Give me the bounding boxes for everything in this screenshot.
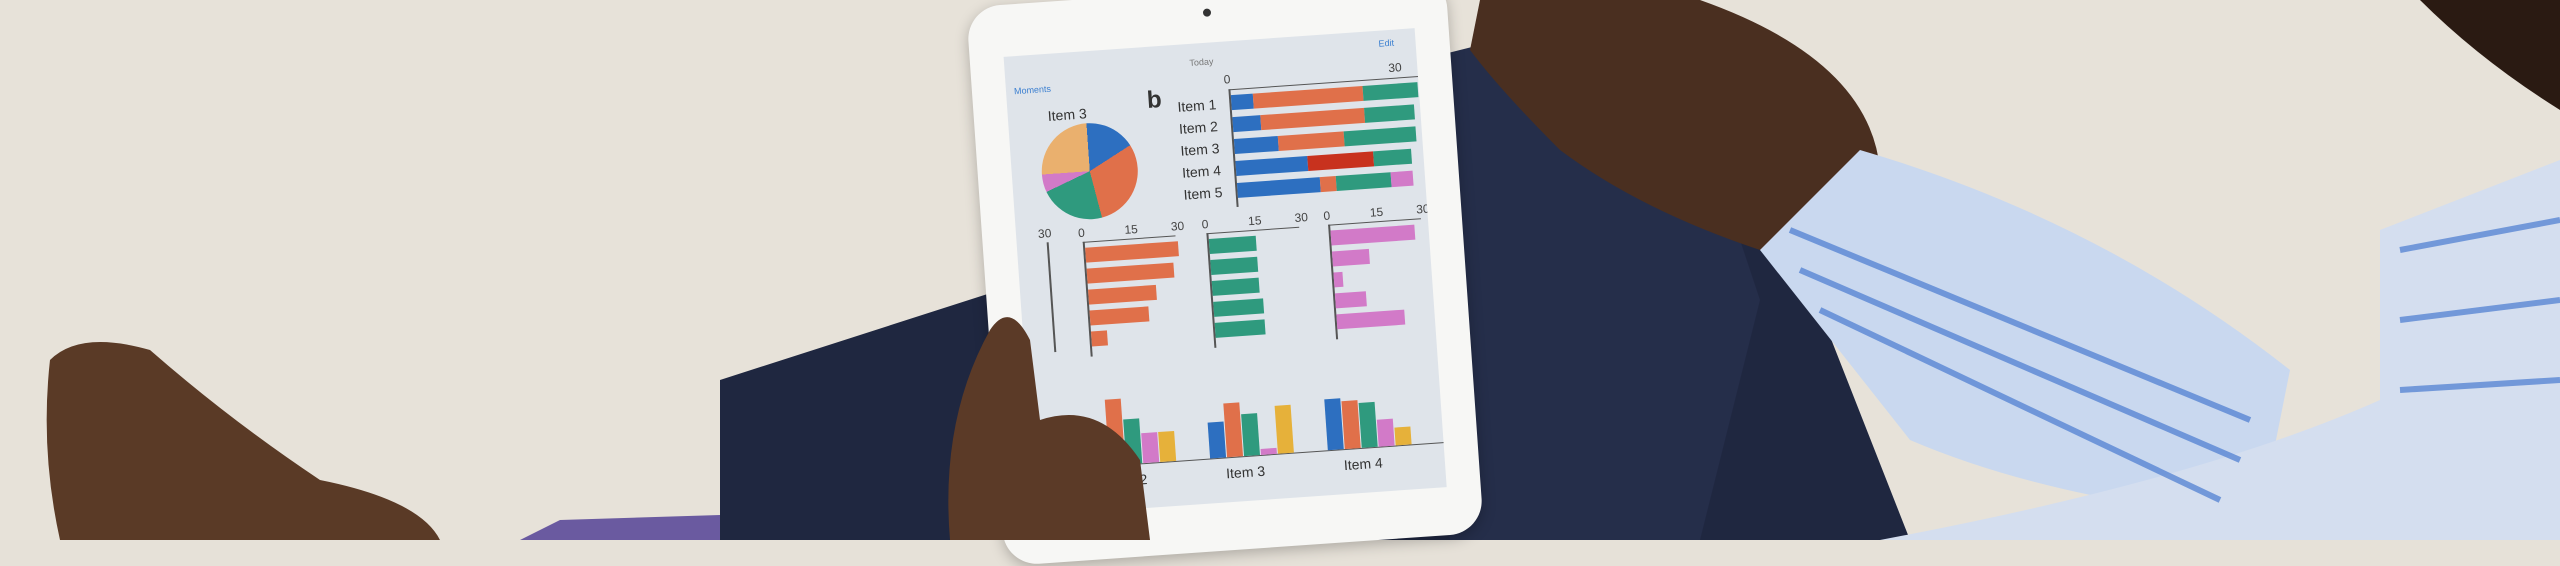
shoe [46,342,441,540]
left-hand-layer [948,317,1150,540]
sock [520,515,720,540]
shirt-stripes [1788,217,2560,503]
shirt-body [1880,160,2560,540]
right-hand [1470,0,1880,250]
head [2420,0,2560,110]
left-hand [948,317,1150,540]
